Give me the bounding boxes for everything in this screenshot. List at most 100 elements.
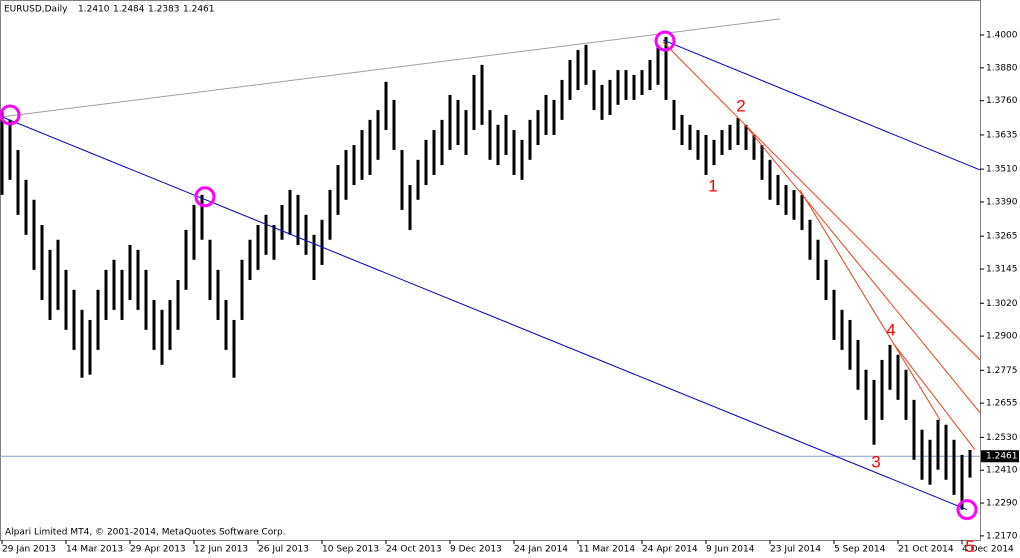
y-tick-label: 1.2655 [986, 399, 1018, 409]
price-bar [760, 145, 764, 180]
price-bar [64, 269, 68, 330]
price-bar [80, 309, 84, 378]
price-bar [88, 319, 92, 375]
price-bar [416, 159, 420, 200]
price-bar [552, 99, 556, 135]
price-bar [672, 99, 676, 131]
price-bar [648, 59, 652, 91]
price-bar [944, 424, 948, 480]
header-value: 1.2410 [78, 5, 110, 15]
price-bar [360, 130, 364, 180]
price-bar [664, 36, 668, 100]
y-tick-label: 1.4000 [986, 31, 1018, 41]
price-bar [888, 344, 892, 390]
price-bar [736, 117, 740, 146]
price-bar [624, 70, 628, 100]
price-bar [776, 174, 780, 205]
price-bar [800, 194, 804, 230]
price-bar [24, 179, 28, 235]
price-bar [224, 299, 228, 350]
x-tick-label: 9 Jun 2014 [706, 545, 755, 555]
price-bar [464, 110, 468, 155]
y-tick-label: 1.2290 [986, 499, 1018, 509]
price-bar [680, 114, 684, 146]
price-bar [784, 185, 788, 215]
price-bar [920, 429, 924, 480]
last-price-box [981, 450, 1019, 463]
price-bar [520, 139, 524, 180]
price-bar [808, 219, 812, 260]
price-bar [480, 64, 484, 125]
x-tick-label: 10 Sep 2013 [322, 545, 379, 555]
price-bar [864, 369, 868, 420]
price-bar [256, 224, 260, 270]
price-bar [960, 454, 964, 510]
x-tick-label: 11 Mar 2014 [578, 545, 635, 555]
price-bar [0, 110, 4, 195]
price-bar [272, 224, 276, 260]
y-tick-label: 1.3145 [986, 265, 1018, 275]
price-bar [440, 119, 444, 166]
price-bar [136, 249, 140, 310]
y-tick-label: 1.2410 [986, 466, 1018, 476]
marker-circle [0, 104, 21, 126]
price-bar [160, 309, 164, 365]
price-bar [248, 239, 252, 280]
price-bar [544, 94, 548, 135]
price-bar [104, 269, 108, 320]
price-bar [752, 134, 756, 160]
price-bar [728, 124, 732, 150]
x-tick-label: 14 Mar 2013 [66, 545, 123, 555]
price-bar [56, 239, 60, 310]
price-bar [328, 189, 332, 240]
price-bar [400, 149, 404, 210]
y-tick-label: 1.3390 [986, 197, 1018, 207]
price-bar [312, 234, 316, 280]
x-tick-label: 29 Apr 2013 [130, 545, 186, 555]
price-bar [96, 289, 100, 350]
price-bar [448, 94, 452, 150]
price-bar [264, 214, 268, 255]
price-bar [176, 279, 180, 330]
price-bar [528, 119, 532, 160]
trend-line [799, 189, 941, 421]
y-tick-label: 1.2775 [986, 366, 1018, 376]
price-bar [504, 114, 508, 155]
price-bar [16, 149, 20, 215]
price-bar [8, 119, 12, 180]
price-bar [288, 189, 292, 235]
price-bar [384, 81, 388, 131]
price-bar [296, 194, 300, 245]
wave-label: 1 [708, 176, 717, 195]
price-bar [184, 229, 188, 290]
price-bar [584, 44, 588, 85]
x-tick-label: 26 Jul 2013 [258, 545, 309, 555]
footer: Alpari Limited MT4, © 2001-2014, MetaQuo… [5, 528, 286, 538]
price-bar [832, 289, 836, 340]
price-bar [216, 269, 220, 320]
last-price-label: 1.2461 [986, 452, 1018, 462]
trend-line [662, 41, 746, 126]
y-tick-label: 1.2530 [986, 433, 1018, 443]
price-bar [112, 259, 116, 310]
price-bar [848, 319, 852, 370]
price-bar [168, 299, 172, 350]
y-tick-label: 1.3510 [986, 165, 1018, 175]
x-tick-label: 24 Jan 2014 [514, 545, 568, 555]
header-value: 1.2461 [183, 5, 215, 15]
y-tick-label: 1.3635 [986, 130, 1018, 140]
price-bar [616, 70, 620, 105]
price-bar [936, 419, 940, 470]
price-bar [640, 70, 644, 95]
price-bar [120, 269, 124, 320]
price-bar [496, 124, 500, 166]
header-value: 1.2383 [148, 5, 180, 15]
marker-circle [654, 30, 676, 52]
marker-circle [956, 499, 978, 521]
price-bar [704, 134, 708, 175]
price-bar [600, 84, 604, 120]
wave-label: 5 [965, 537, 974, 556]
price-bar [592, 70, 596, 111]
price-bar [40, 224, 44, 300]
